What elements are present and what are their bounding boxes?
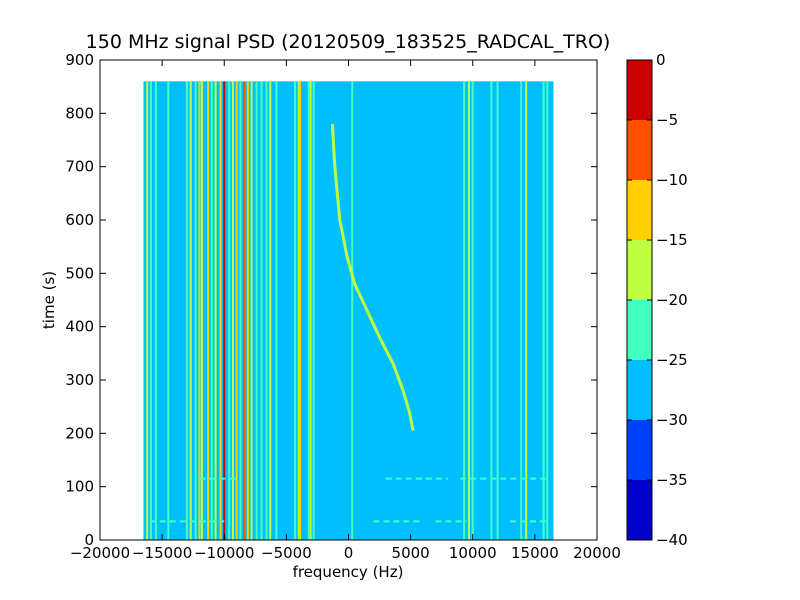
x-tick-label: 5000 (392, 544, 430, 562)
y-tick-label: 400 (65, 318, 94, 336)
y-tick-label: 200 (65, 424, 94, 442)
colorbar-band (627, 360, 652, 420)
x-tick-label: −15000 (132, 544, 192, 562)
x-tick-label: 20000 (573, 544, 621, 562)
y-axis-ticks: 0 100 200 300 400 500 600 700 800 900 (65, 51, 597, 549)
x-tick-label: −10000 (194, 544, 254, 562)
y-tick-label: 800 (65, 104, 94, 122)
colorbar-band (627, 420, 652, 480)
colorbar-ticks: −40 −35 −30 −25 −20 −15 −10 −5 0 (627, 51, 688, 549)
colorbar-band (627, 300, 652, 360)
x-tick-label: −20000 (70, 544, 130, 562)
colorbar-band (627, 120, 652, 180)
colorbar-tick-label: −5 (656, 111, 678, 129)
colorbar: −40 −35 −30 −25 −20 −15 −10 −5 0 (626, 51, 688, 549)
colorbar-tick-label: −40 (656, 531, 688, 549)
chart-title: 150 MHz signal PSD (20120509_183525_RADC… (86, 31, 611, 53)
spectrogram-data (143, 81, 554, 540)
colorbar-tick-label: −20 (656, 291, 688, 309)
y-axis-label: time (s) (40, 271, 58, 329)
y-tick-label: 300 (65, 371, 94, 389)
colorbar-band (627, 240, 652, 300)
y-tick-label: 700 (65, 158, 94, 176)
y-tick-label: 0 (84, 531, 94, 549)
x-tick-label: 15000 (511, 544, 559, 562)
colorbar-band (627, 60, 652, 120)
colorbar-band (627, 480, 652, 540)
x-axis-label: frequency (Hz) (293, 563, 404, 581)
colorbar-tick-label: −15 (656, 231, 688, 249)
colorbar-tick-label: −25 (656, 351, 688, 369)
y-tick-label: 900 (65, 51, 94, 69)
colorbar-bands (627, 60, 652, 540)
y-tick-label: 600 (65, 211, 94, 229)
colorbar-tick-label: −35 (656, 471, 688, 489)
colorbar-tick-label: −30 (656, 411, 688, 429)
colorbar-tick-label: −10 (656, 171, 688, 189)
plot-area: −20000 −15000 −10000 −5000 0 5000 10000 15000 20… (65, 51, 621, 562)
colorbar-tick-label: 0 (656, 51, 666, 69)
x-tick-label: 0 (344, 544, 354, 562)
x-axis-ticks: −20000 −15000 −10000 −5000 0 5000 10000 15000 20… (70, 60, 621, 562)
x-tick-label: −5000 (261, 544, 312, 562)
x-tick-label: 10000 (449, 544, 497, 562)
colorbar-band (627, 180, 652, 240)
y-tick-label: 100 (65, 478, 94, 496)
y-tick-label: 500 (65, 264, 94, 282)
sweep-trace (330, 123, 415, 431)
